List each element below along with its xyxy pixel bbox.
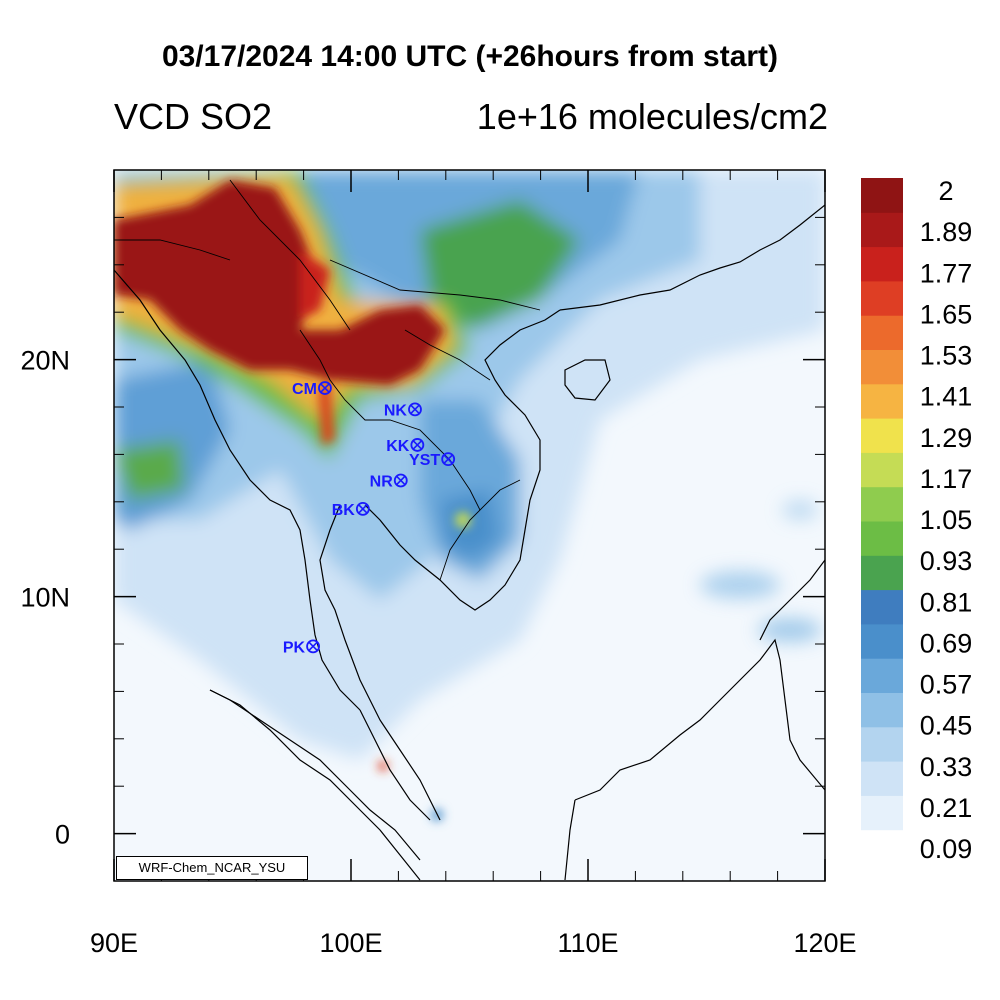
- station-marker-icon: [355, 502, 370, 516]
- station-nr: NR: [370, 473, 408, 490]
- colorbar-label: 0.69: [920, 628, 973, 658]
- station-cross: [410, 404, 420, 414]
- coastlines: [114, 179, 825, 881]
- colorbar-segment: [861, 795, 903, 831]
- station-yst: YST: [409, 452, 456, 469]
- lat-tick-label: 10N: [20, 583, 70, 613]
- station-cross: [443, 454, 453, 464]
- colorbar-segment: [861, 280, 903, 316]
- variable-label: VCD SO2: [114, 96, 273, 137]
- colorbar-segment: [861, 349, 903, 385]
- model-credit-label: WRF-Chem_NCAR_YSU: [116, 856, 308, 880]
- station-label: NK: [384, 402, 408, 419]
- colorbar-label: 1.53: [920, 341, 973, 371]
- colorbar-segment: [861, 212, 903, 248]
- colorbar-label: 0.45: [920, 711, 973, 741]
- colorbar-label: 0.09: [920, 834, 973, 864]
- station-marker-icon: [408, 402, 422, 417]
- lat-tick-label: 20N: [20, 346, 70, 376]
- station-cross: [412, 440, 422, 450]
- colorbar-label: 0.57: [920, 670, 973, 700]
- station-marker-icon: [410, 438, 425, 452]
- colorbar-label: 2: [938, 176, 953, 206]
- colorbar-segment: [861, 589, 903, 625]
- station-label: BK: [332, 502, 356, 519]
- colorbar-label: 1.41: [920, 382, 973, 412]
- colorbar-segment: [861, 692, 903, 728]
- lon-tick-label: 90E: [90, 928, 138, 958]
- lat-tick-label: 0: [55, 820, 70, 850]
- colorbar-segment: [861, 383, 903, 419]
- lon-tick-label: 120E: [793, 928, 856, 958]
- colorbar-segment: [861, 829, 903, 865]
- colorbar: [861, 178, 903, 865]
- station-cross: [320, 383, 330, 393]
- station-marker-icon: [318, 381, 332, 395]
- station-marker-icon: [393, 473, 408, 488]
- latitude-tick-labels: 20N 10N 0: [20, 346, 70, 850]
- station-label: KK: [386, 438, 410, 455]
- station-label: CM: [292, 381, 317, 398]
- colorbar-label: 0.93: [920, 546, 973, 576]
- colorbar-segment: [861, 658, 903, 693]
- station-cross: [396, 475, 406, 486]
- colorbar-label: 1.17: [920, 464, 973, 494]
- station-cross: [308, 641, 318, 651]
- station-marker-icon: [441, 452, 456, 467]
- lon-tick-label: 110E: [557, 928, 618, 958]
- longitude-tick-labels: 90E 100E 110E 120E: [90, 928, 857, 958]
- colorbar-label: 1.05: [920, 505, 973, 535]
- station-pk: PK: [283, 639, 320, 656]
- colorbar-labels: 2 1.89 1.77 1.65 1.53 1.41 1.29 1.17 1.05 0.93 0.8…: [920, 176, 973, 864]
- station-cross: [358, 504, 368, 514]
- station-bk: BK: [332, 502, 370, 519]
- colorbar-label: 0.81: [920, 587, 973, 617]
- colorbar-label: 1.29: [920, 423, 973, 453]
- colorbar-label: 0.33: [920, 752, 973, 782]
- colorbar-segment: [861, 623, 903, 659]
- station-label: PK: [283, 639, 306, 656]
- colorbar-segment: [861, 178, 903, 213]
- units-label: 1e+16 molecules/cm2: [476, 96, 828, 137]
- colorbar-label: 1.65: [920, 299, 973, 329]
- map-frame: [113, 169, 826, 882]
- colorbar-label: 0.21: [920, 793, 973, 823]
- colorbar-segment: [861, 452, 903, 488]
- lon-tick-label: 100E: [319, 928, 382, 958]
- station-marker-icon: [306, 639, 320, 654]
- colorbar-label: 1.77: [920, 258, 973, 288]
- station-cm: CM: [292, 381, 332, 398]
- station-nk: NK: [384, 402, 422, 419]
- so2-concentration-field: [114, 170, 825, 881]
- colorbar-segment: [861, 246, 903, 282]
- colorbar-segment: [861, 555, 903, 591]
- station-label: YST: [409, 452, 440, 469]
- figure-title: 03/17/2024 14:00 UTC (+26hours from star…: [161, 40, 779, 73]
- station-kk: KK: [386, 438, 425, 455]
- colorbar-segment: [861, 418, 903, 453]
- colorbar-label: 1.89: [920, 217, 973, 247]
- station-label: NR: [370, 473, 394, 490]
- colorbar-segment: [861, 521, 903, 556]
- colorbar-segment: [861, 761, 903, 796]
- colorbar-segment: [861, 726, 903, 762]
- colorbar-segment: [861, 315, 903, 350]
- colorbar-segment: [861, 486, 903, 522]
